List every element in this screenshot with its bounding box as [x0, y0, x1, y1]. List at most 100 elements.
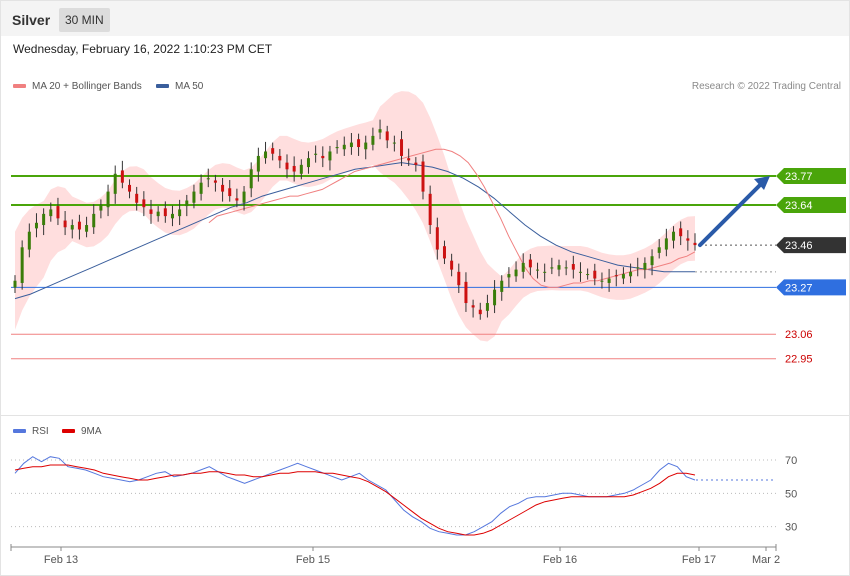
candle-body: [271, 148, 275, 154]
candle-body: [142, 199, 146, 208]
candle-body: [113, 173, 117, 194]
candle-body: [543, 271, 547, 273]
candle-body: [471, 305, 475, 308]
candle-body: [63, 220, 67, 228]
candle-body: [349, 142, 353, 148]
candle-body: [120, 170, 124, 183]
x-tick-label: Feb 13: [44, 554, 78, 566]
candle: [113, 165, 117, 204]
candle-body: [686, 238, 690, 241]
candle-body: [249, 169, 253, 189]
candle: [70, 219, 74, 239]
level-tag-23.64: [776, 196, 846, 213]
candle-body: [679, 228, 683, 237]
candle: [450, 253, 454, 277]
candle: [435, 217, 439, 260]
candle: [578, 262, 582, 282]
candle-body: [328, 151, 332, 161]
candle: [536, 262, 540, 279]
candle: [42, 208, 46, 236]
candle-body: [442, 246, 446, 259]
candle-body: [228, 188, 232, 197]
candle: [428, 185, 432, 234]
rsi-tick-70: 70: [785, 455, 797, 467]
candle: [306, 151, 310, 174]
candle-body: [321, 155, 325, 159]
candle-body: [199, 182, 203, 194]
candle-body: [464, 281, 468, 304]
candle: [321, 146, 325, 168]
candle-body: [34, 222, 38, 229]
ma20-label: MA 20 + Bollinger Bands: [32, 81, 142, 92]
candle-body: [20, 247, 24, 283]
candle-body: [621, 274, 625, 279]
candle-body: [650, 256, 654, 266]
level-label-23.77: 23.77: [785, 171, 813, 183]
symbol-title: Silver: [12, 12, 51, 28]
candle: [163, 201, 167, 223]
candle-body: [49, 209, 53, 217]
candle-body: [378, 129, 382, 133]
candle-body: [264, 151, 268, 159]
candle: [421, 154, 425, 200]
level-label-23.27: 23.27: [785, 282, 813, 294]
candle: [385, 125, 389, 149]
ma50-swatch: [156, 84, 169, 89]
candle: [478, 302, 482, 320]
candle-body: [521, 262, 525, 272]
candle: [299, 159, 303, 180]
candle-body: [385, 131, 389, 141]
candle: [521, 253, 525, 279]
candle-body: [299, 164, 303, 174]
candle: [106, 184, 110, 217]
candle: [235, 188, 239, 208]
candle-body: [421, 161, 425, 192]
candle-body: [357, 139, 361, 148]
candle-body: [13, 280, 17, 288]
candle: [192, 184, 196, 209]
candle: [77, 214, 81, 240]
candle: [607, 268, 611, 292]
candle-body: [70, 225, 74, 230]
candle-body: [414, 162, 418, 165]
candle-body: [206, 178, 210, 180]
candle-body: [242, 191, 246, 203]
candle-body: [578, 271, 582, 273]
candle: [142, 191, 146, 217]
candle-body: [192, 191, 196, 203]
candle-body: [435, 227, 439, 250]
candle: [256, 147, 260, 182]
candle: [378, 119, 382, 140]
rsi-ma9-line: [14, 464, 696, 536]
candle: [514, 261, 518, 282]
candle-body: [221, 184, 225, 192]
candle: [407, 148, 411, 166]
timeframe-badge[interactable]: 30 MIN: [59, 8, 110, 32]
candle: [679, 221, 683, 246]
candle-body: [607, 278, 611, 283]
candle: [85, 216, 89, 238]
candle: [485, 294, 489, 318]
legend-rsi: RSI: [13, 426, 49, 437]
candle-body: [564, 267, 568, 269]
copyright: Research © 2022 Trading Central: [691, 81, 841, 92]
candle: [593, 263, 597, 286]
candle: [56, 197, 60, 226]
candle: [228, 180, 232, 202]
candle: [149, 199, 153, 224]
forecast-arrow-head: [754, 176, 770, 190]
candle: [328, 145, 332, 171]
candle-body: [285, 162, 289, 170]
candle-body: [693, 242, 697, 246]
candle-body: [278, 155, 282, 161]
candle-body: [457, 271, 461, 286]
x-tick-label: Feb 15: [296, 554, 330, 566]
candle-body: [128, 184, 132, 192]
candle: [20, 240, 24, 290]
candle: [657, 239, 661, 259]
candle: [120, 160, 124, 189]
candle: [621, 267, 625, 285]
candle-body: [507, 274, 511, 278]
candle: [629, 263, 633, 283]
candle-body: [135, 193, 139, 203]
